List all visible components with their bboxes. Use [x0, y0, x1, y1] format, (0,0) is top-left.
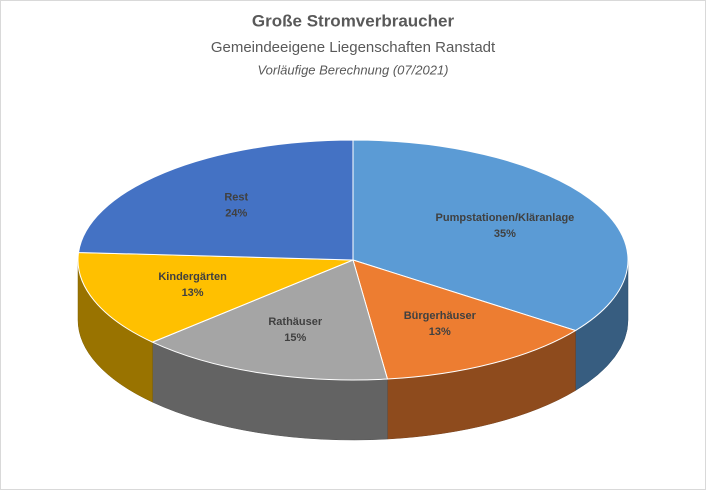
data-labels: Pumpstationen/Kläranlage 35% Bürgerhäuser 1…	[158, 192, 574, 344]
chart-annotation: Vorläufige Berechnung (07/2021)	[257, 62, 448, 77]
data-label-category: Bürgerhäuser	[404, 310, 477, 322]
data-label-value: 15%	[284, 332, 306, 344]
data-label-value: 13%	[182, 287, 204, 299]
data-label-value: 13%	[429, 326, 451, 338]
data-label-value: 35%	[494, 228, 516, 240]
slice	[352, 259, 577, 380]
slice	[77, 139, 354, 261]
slice	[77, 251, 354, 343]
pie-walls	[77, 259, 629, 441]
chart-title: Große Stromverbraucher	[252, 11, 455, 30]
data-label-category: Rest	[224, 192, 248, 204]
data-label-value: 24%	[225, 208, 247, 220]
chart-subtitle: Gemeindeeigene Liegenschaften Ranstadt	[211, 39, 496, 56]
slice	[352, 139, 629, 332]
data-label-category: Kindergärten	[158, 271, 227, 283]
data-label-category: Rathäuser	[268, 316, 323, 328]
pie-tops	[77, 139, 629, 381]
data-label-category: Pumpstationen/Kläranlage	[436, 212, 575, 224]
slice	[151, 259, 389, 381]
